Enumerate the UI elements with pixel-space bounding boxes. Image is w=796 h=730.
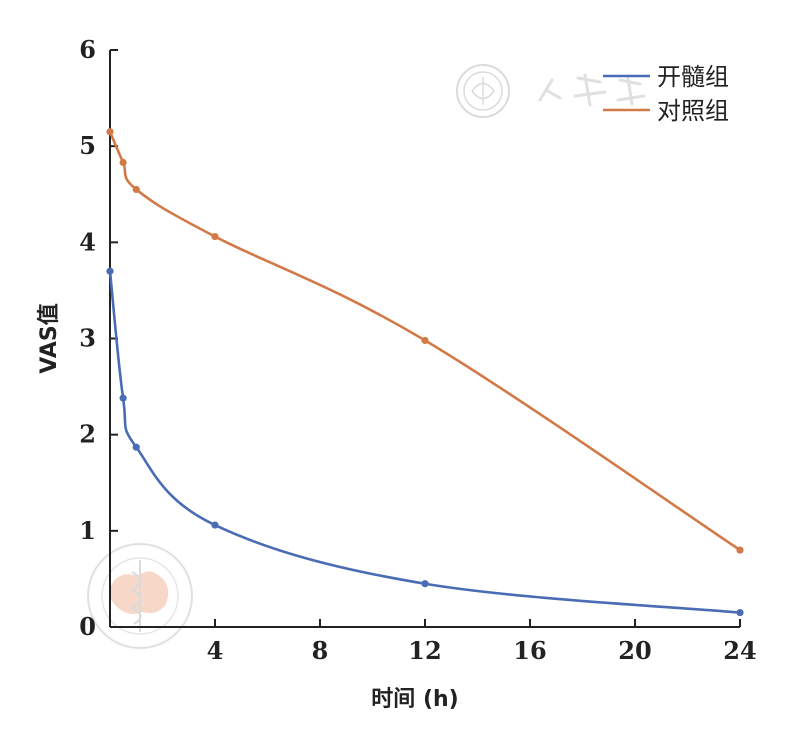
y-tick-label: 5: [79, 131, 96, 160]
y-tick-label: 2: [79, 420, 96, 449]
series-line-1: [108, 131, 741, 552]
legend-label: 开髓组: [657, 63, 729, 91]
data-point: [106, 128, 114, 136]
data-point: [106, 267, 114, 275]
data-point: [421, 580, 429, 588]
data-point: [421, 336, 429, 345]
data-point: [119, 158, 127, 167]
legend-label: 对照组: [657, 97, 729, 125]
calligraphy-watermark: [538, 73, 646, 107]
x-tick-label: 12: [408, 636, 441, 665]
y-tick-label: 0: [79, 612, 96, 641]
y-tick-label: 4: [79, 227, 96, 256]
x-tick-label: 4: [207, 636, 224, 665]
y-tick-label: 1: [79, 516, 96, 545]
x-tick-label: 8: [312, 636, 329, 665]
series-layer: [106, 128, 744, 617]
x-axis-title: 时间 (h): [371, 687, 458, 712]
cma-seal-watermark: [87, 543, 193, 649]
data-point: [119, 394, 127, 402]
data-point: [736, 546, 744, 554]
x-tick-label: 16: [513, 636, 546, 665]
y-axis-title: VAS值: [36, 303, 62, 373]
series-line-0: [108, 271, 741, 614]
data-point: [132, 443, 140, 451]
data-point: [132, 185, 140, 194]
x-tick-label: 20: [618, 636, 651, 665]
seal-watermark-top: [456, 64, 510, 118]
data-point: [211, 232, 219, 241]
y-tick-label: 6: [79, 35, 96, 64]
x-tick-label: 24: [723, 636, 756, 665]
data-point: [736, 608, 744, 617]
y-tick-label: 3: [79, 324, 96, 353]
data-point: [211, 521, 219, 529]
